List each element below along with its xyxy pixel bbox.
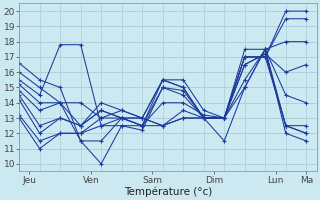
X-axis label: Température (°c): Température (°c) — [124, 186, 212, 197]
